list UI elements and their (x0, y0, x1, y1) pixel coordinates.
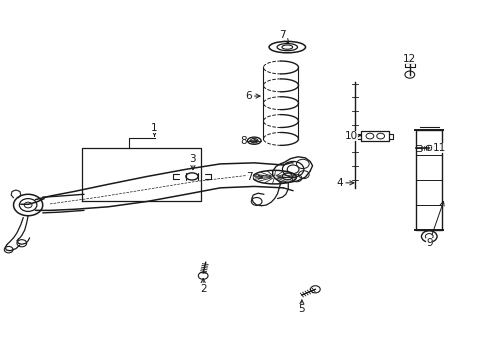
Text: 7: 7 (279, 30, 288, 43)
Text: 10: 10 (344, 131, 360, 141)
Text: 2: 2 (200, 279, 206, 294)
Text: 5: 5 (298, 300, 305, 314)
Text: 8: 8 (240, 136, 257, 146)
Text: 3: 3 (189, 154, 196, 170)
Text: 11: 11 (430, 143, 445, 153)
Text: 1: 1 (151, 123, 158, 136)
Text: 7: 7 (245, 172, 262, 182)
Text: 4: 4 (336, 178, 353, 188)
Text: 6: 6 (244, 91, 260, 101)
Text: 12: 12 (403, 54, 416, 64)
Text: 9: 9 (425, 202, 443, 248)
Bar (415, 130, 442, 230)
